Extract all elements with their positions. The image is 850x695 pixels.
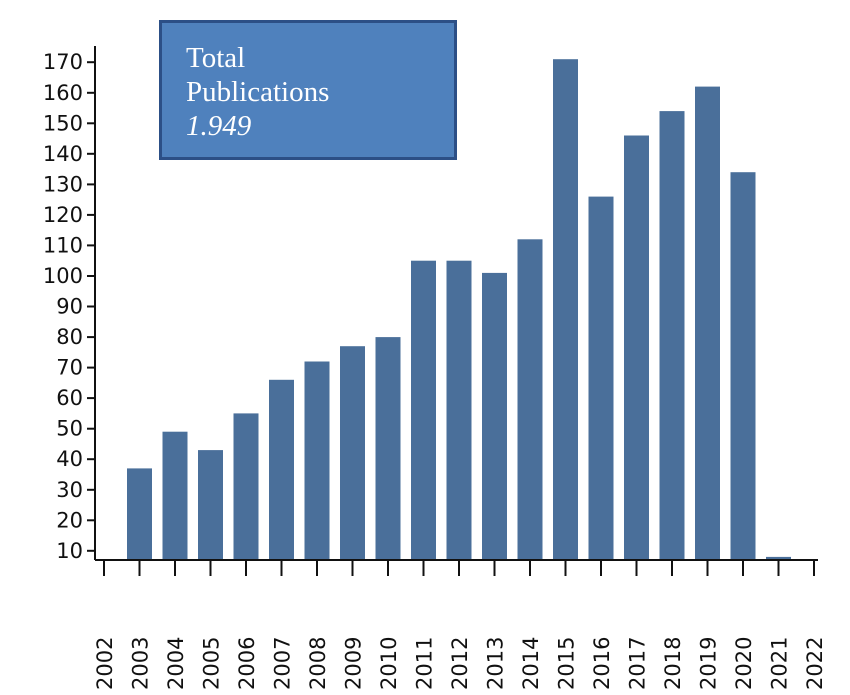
x-tick-label-2014: 2014 — [519, 637, 543, 690]
x-tick-label-2013: 2013 — [484, 637, 508, 690]
x-tick-label-2008: 2008 — [306, 637, 330, 690]
bars-group — [127, 59, 791, 561]
x-tick-label-2019: 2019 — [697, 637, 721, 690]
total-label-line1: Total — [186, 42, 246, 74]
x-tick-label-2017: 2017 — [626, 637, 650, 690]
bar-2007 — [269, 379, 294, 560]
y-tick-label-70: 70 — [56, 356, 83, 380]
x-tick-label-2006: 2006 — [235, 637, 259, 690]
x-tick-label-2010: 2010 — [377, 637, 401, 690]
bar-2005 — [198, 450, 223, 560]
y-tick-label-10: 10 — [56, 539, 83, 563]
x-tick-label-2021: 2021 — [768, 637, 792, 690]
x-tick-label-2022: 2022 — [803, 637, 827, 690]
total-publications-box: Total Publications 1.949 — [159, 20, 457, 160]
bar-2008 — [304, 361, 330, 560]
x-axis: 2002 2003 2004 2005 2006 2007 2008 2009 2010 2011… — [93, 559, 827, 690]
bar-2021 — [766, 556, 791, 560]
y-tick-label-140: 140 — [43, 142, 83, 166]
x-tick-label-2015: 2015 — [555, 637, 579, 690]
x-tick-label-2007: 2007 — [271, 637, 295, 690]
x-tick-label-2016: 2016 — [590, 637, 614, 690]
y-tick-label-30: 30 — [56, 478, 83, 502]
y-tick-label-170: 170 — [43, 50, 83, 74]
y-tick-label-160: 160 — [43, 81, 83, 105]
y-tick-label-90: 90 — [56, 295, 83, 319]
x-tick-label-2003: 2003 — [129, 637, 153, 690]
x-tick-label-2012: 2012 — [448, 637, 472, 690]
y-tick-label-40: 40 — [56, 447, 83, 471]
x-tick-label-2009: 2009 — [342, 637, 366, 690]
bar-2012 — [446, 260, 472, 560]
bar-2010 — [375, 337, 401, 560]
bar-2018 — [659, 111, 685, 560]
x-tick-label-2004: 2004 — [164, 637, 188, 690]
x-tick-label-2002: 2002 — [93, 637, 117, 690]
total-label-line2: Publications — [186, 76, 330, 108]
bar-2011 — [411, 260, 436, 560]
y-tick-label-130: 130 — [43, 172, 83, 196]
bar-2013 — [482, 272, 507, 560]
x-tick-label-2020: 2020 — [732, 637, 756, 690]
y-tick-label-20: 20 — [56, 508, 83, 532]
bar-2003 — [127, 468, 152, 560]
y-tick-label-150: 150 — [43, 111, 83, 135]
bar-2015 — [553, 59, 578, 560]
total-publications-value: 1.949 — [186, 110, 252, 142]
bar-2006 — [233, 413, 259, 560]
bar-2009 — [340, 346, 365, 560]
bar-2017 — [624, 135, 649, 560]
bar-2019 — [695, 86, 720, 560]
y-tick-label-80: 80 — [56, 325, 83, 349]
y-axis: 10 20 30 40 50 60 70 80 90 100 110 120 130 140 150 160 1… — [43, 46, 96, 563]
bar-2004 — [162, 431, 188, 560]
x-tick-label-2011: 2011 — [413, 637, 437, 690]
bar-2020 — [730, 172, 756, 560]
y-tick-label-110: 110 — [43, 233, 83, 257]
y-tick-label-60: 60 — [56, 386, 83, 410]
y-tick-label-50: 50 — [56, 417, 83, 441]
x-tick-label-2018: 2018 — [661, 637, 685, 690]
y-tick-label-100: 100 — [43, 264, 83, 288]
y-tick-label-120: 120 — [43, 203, 83, 227]
x-tick-label-2005: 2005 — [200, 637, 224, 690]
bar-2014 — [517, 239, 543, 561]
bar-2016 — [588, 196, 614, 560]
